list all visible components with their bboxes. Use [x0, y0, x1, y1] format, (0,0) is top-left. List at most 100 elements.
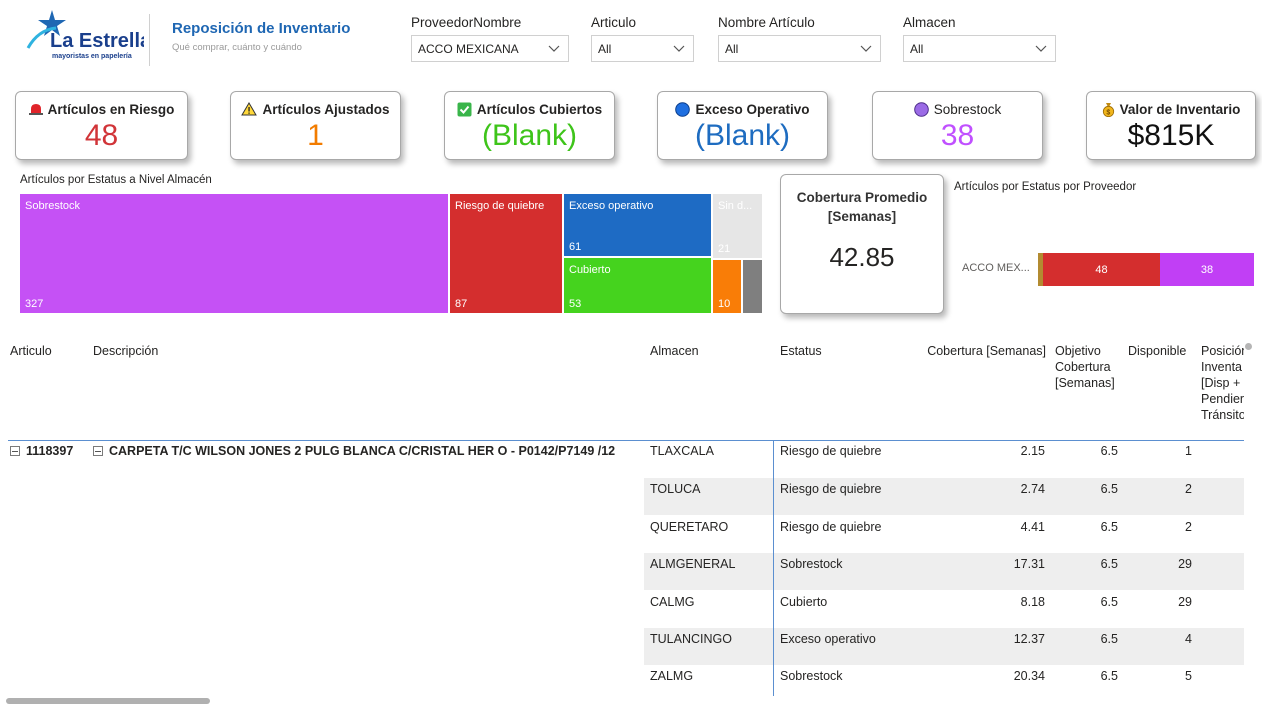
kpi-sobrestock-value: 38: [940, 119, 975, 152]
col-header-disponible[interactable]: Disponible: [1128, 344, 1187, 358]
cell-disponible: 29: [1178, 595, 1192, 609]
col-header-posicion-line: [Disp +: [1201, 376, 1241, 390]
cell-objetivo: 6.5: [1100, 632, 1118, 646]
kpi-card-exceso[interactable]: Exceso Operativo (Blank): [657, 91, 828, 160]
more-options-dot[interactable]: [1245, 343, 1252, 350]
treemap-cell-sobrestock[interactable]: Sobrestock 327: [20, 194, 448, 313]
slicer-proveedor-dropdown[interactable]: ACCO MEXICANA: [411, 35, 569, 62]
svg-text:$: $: [1106, 109, 1110, 116]
collapse-icon[interactable]: [10, 446, 20, 456]
row-band: [644, 553, 1244, 590]
kpi-ajustados-title: Artículos Ajustados: [262, 101, 390, 117]
cell-estatus: Riesgo de quiebre: [780, 520, 882, 534]
treemap-cell-value: 87: [455, 298, 468, 310]
coverage-value: 42.85: [829, 242, 895, 272]
col-header-articulo[interactable]: Articulo: [10, 344, 52, 358]
slicer-proveedor-value: ACCO MEXICANA: [418, 41, 519, 56]
cell-objetivo: 6.5: [1100, 595, 1118, 609]
cell-cobertura: 12.37: [1013, 632, 1045, 646]
col-header-almacen[interactable]: Almacen: [650, 344, 699, 358]
kpi-ajustados-value: 1: [307, 119, 324, 152]
cell-cobertura: 8.18: [1020, 595, 1045, 609]
horizontal-scrollbar[interactable]: [6, 698, 210, 704]
kpi-cubiertos-title: Artículos Cubiertos: [476, 101, 603, 117]
row-band: [644, 478, 1244, 515]
treemap-cell-label: Cubierto: [569, 264, 611, 276]
cell-almacen: ZALMG: [650, 669, 694, 683]
col-header-posicion-line: Tránsito: [1201, 408, 1244, 422]
cell-disponible: 2: [1185, 520, 1192, 534]
kpi-sobrestock-title: Sobrestock: [933, 101, 1002, 117]
supplier-bar-segment-sobrestock[interactable]: 38: [1160, 253, 1254, 286]
page-title: Reposición de Inventario: [172, 20, 351, 37]
col-header-objetivo[interactable]: Objetivo Cobertura [Semanas]: [1055, 343, 1125, 391]
slicer-articulo-dropdown[interactable]: All: [591, 35, 694, 62]
cell-estatus: Riesgo de quiebre: [780, 482, 882, 496]
treemap-cell-value: 10: [718, 298, 731, 310]
cell-estatus: Sobrestock: [780, 557, 843, 571]
kpi-valor-value: $815K: [1127, 119, 1215, 152]
col-header-posicion-line: Inventa: [1201, 360, 1243, 374]
treemap-cell-value: 327: [25, 298, 44, 310]
cell-estatus: Cubierto: [780, 595, 828, 609]
slicer-almacen-dropdown[interactable]: All: [903, 35, 1056, 62]
slicer-proveedor: ProveedorNombre ACCO MEXICANA: [411, 15, 569, 62]
kpi-card-sobrestock[interactable]: Sobrestock 38: [872, 91, 1043, 160]
supplier-chart-category: ACCO MEX...: [962, 262, 1030, 274]
treemap-cell-cubierto[interactable]: Cubierto 53: [564, 258, 711, 313]
chevron-down-icon: [673, 45, 685, 52]
cell-cobertura: 4.41: [1020, 520, 1045, 534]
logo-graphic: La Estrella mayoristas en papelería: [26, 10, 152, 60]
treemap-cell-sin-dato[interactable]: Sin d... 21: [713, 194, 762, 258]
col-header-objetivo-line: Objetivo: [1055, 344, 1101, 358]
group-descripcion-value: CARPETA T/C WILSON JONES 2 PULG BLANCA C…: [109, 444, 616, 458]
col-header-cobertura[interactable]: Cobertura [Semanas]: [927, 344, 1046, 358]
page-subtitle: Qué comprar, cuánto y cuándo: [172, 42, 302, 53]
supplier-bar-label: 48: [1095, 263, 1108, 276]
treemap-cell-gray[interactable]: [743, 260, 762, 313]
cell-objetivo: 6.5: [1100, 444, 1118, 458]
kpi-card-valor[interactable]: $ Valor de Inventario $815K: [1086, 91, 1256, 160]
cell-estatus: Riesgo de quiebre: [780, 444, 882, 458]
col-header-posicion[interactable]: Posición Inventa [Disp + Pendier Tránsit…: [1201, 343, 1244, 423]
logo-brand: La Estrella: [50, 30, 144, 52]
cell-almacen: QUERETARO: [650, 520, 729, 534]
col-header-estatus[interactable]: Estatus: [780, 344, 822, 358]
chevron-down-icon: [1035, 45, 1047, 52]
la-estrella-logo: La Estrella mayoristas en papelería: [22, 8, 152, 68]
kpi-card-riesgo[interactable]: Artículos en Riesgo 48: [15, 91, 188, 160]
money-bag-icon: $: [1102, 102, 1114, 117]
supplier-bar-segment-other[interactable]: [1038, 253, 1043, 286]
group-articulo[interactable]: 1118397: [10, 444, 73, 458]
check-box-icon: [457, 102, 472, 116]
header-divider: [8, 440, 1244, 441]
col-header-descripcion[interactable]: Descripción: [93, 344, 159, 358]
treemap-title: Artículos por Estatus a Nivel Almacén: [20, 174, 212, 186]
supplier-chart-title: Artículos por Estatus por Proveedor: [954, 181, 1137, 193]
coverage-card[interactable]: Cobertura Promedio [Semanas] 42.85: [780, 174, 944, 314]
treemap-cell-exceso[interactable]: Exceso operativo 61: [564, 194, 711, 256]
cell-objetivo: 6.5: [1100, 520, 1118, 534]
slicer-articulo-label: Articulo: [591, 15, 637, 30]
slicer-almacen-label: Almacen: [903, 15, 956, 30]
cell-estatus: Sobrestock: [780, 669, 843, 683]
treemap-cell-orange[interactable]: 10: [713, 260, 741, 313]
cell-cobertura: 2.15: [1020, 444, 1045, 458]
coverage-title: Cobertura Promedio [Semanas]: [796, 190, 928, 224]
warning-icon: [241, 102, 258, 116]
cell-disponible: 2: [1185, 482, 1192, 496]
col-header-objetivo-line: [Semanas]: [1055, 376, 1115, 390]
cell-almacen: ALMGENERAL: [650, 557, 736, 571]
collapse-icon[interactable]: [93, 446, 103, 456]
slicer-nombre-articulo-dropdown[interactable]: All: [718, 35, 881, 62]
treemap-cell-riesgo[interactable]: Riesgo de quiebre 87: [450, 194, 562, 313]
cell-disponible: 29: [1178, 557, 1192, 571]
supplier-bar-segment-riesgo[interactable]: 48: [1043, 253, 1160, 286]
group-descripcion[interactable]: CARPETA T/C WILSON JONES 2 PULG BLANCA C…: [93, 444, 641, 458]
kpi-card-cubiertos[interactable]: Artículos Cubiertos (Blank): [444, 91, 615, 160]
kpi-card-ajustados[interactable]: Artículos Ajustados 1: [230, 91, 401, 160]
cell-disponible: 4: [1185, 632, 1192, 646]
slicer-nombre-articulo: Nombre Artículo All: [718, 15, 881, 62]
slicer-articulo: Articulo All: [591, 15, 694, 62]
logo-tagline: mayoristas en papelería: [52, 53, 132, 60]
